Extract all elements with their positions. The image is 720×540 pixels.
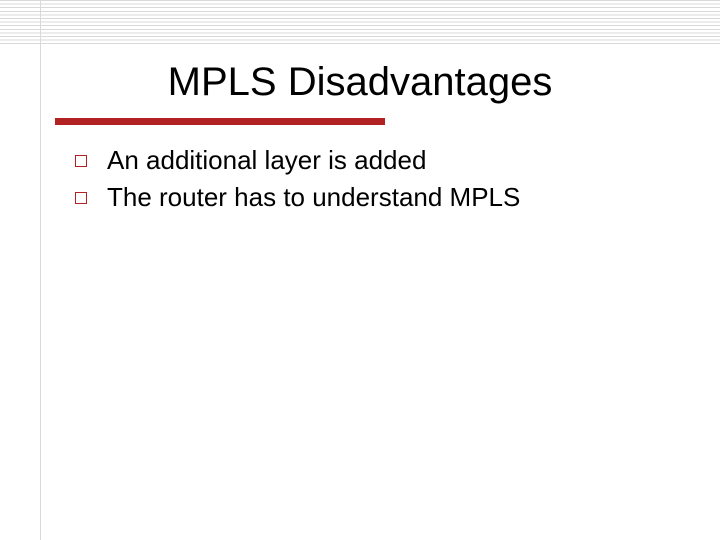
slide-title: MPLS Disadvantages — [0, 60, 720, 105]
bullet-text: The router has to understand MPLS — [107, 182, 520, 213]
square-bullet-icon — [75, 155, 87, 167]
ruled-paper-lines — [0, 0, 720, 44]
bullet-list: An additional layer is added The router … — [75, 145, 655, 219]
bullet-text: An additional layer is added — [107, 145, 426, 176]
square-bullet-icon — [75, 192, 87, 204]
title-underline — [55, 118, 385, 125]
list-item: The router has to understand MPLS — [75, 182, 655, 213]
list-item: An additional layer is added — [75, 145, 655, 176]
